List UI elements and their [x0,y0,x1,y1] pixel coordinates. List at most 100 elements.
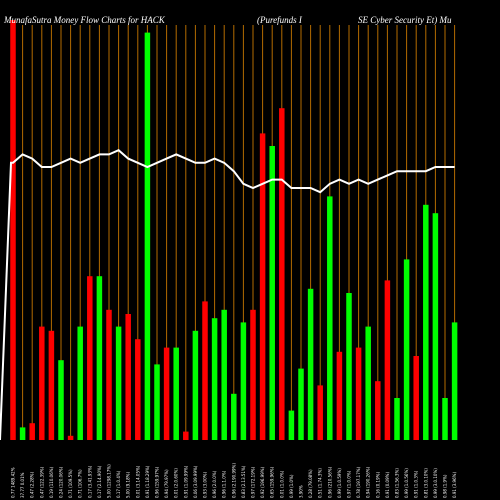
money-flow-bar [394,398,400,440]
x-tick-label: 37.77 0.01% [20,472,25,498]
money-flow-bar [355,347,362,440]
money-flow-bar [115,326,122,440]
money-flow-bar [173,347,179,440]
x-tick-label: 0.92 (196.99%) [260,466,265,498]
x-tick-label: 0.47 (2.28%) [30,472,35,498]
money-flow-bar [298,368,304,440]
x-tick-label: 0.78 (197.17%) [356,466,361,498]
x-tick-label: 0.01 (1.0.0%) [279,470,284,498]
x-tick-label: 0.77 1489.42% [11,467,16,498]
money-flow-bar [279,108,285,440]
x-tick-label: 0.96 (2.0.0%) [212,470,217,498]
money-flow-bar [96,276,103,440]
x-tick-label: 0.16 (0.19%) [375,472,380,498]
money-flow-bar [384,280,391,440]
x-tick-label: 0.91 (1.09.99%) [183,465,188,498]
money-flow-bar [211,318,218,440]
x-tick-label: 0.81 (3.0.10%) [423,468,428,498]
money-flow-bar [135,339,141,440]
x-tick-label: 0.71 (106.7%) [78,469,83,498]
x-tick-label: 0.99 (1.0%) [289,474,294,498]
x-tick-label: 0.28 (79.08%) [308,469,313,498]
money-flow-bar [67,435,74,440]
money-flow-bar [442,398,448,440]
x-tick-label: 0.01 (3.14.05%) [135,465,140,498]
x-tick-label: 0.01 (2.0.60%) [174,468,179,498]
money-flow-bar [29,423,35,440]
money-flow-bar [39,326,45,440]
x-tick-label: 5.00 (9.18%) [126,472,131,498]
x-tick-label: 0.83 (2.13.51%) [241,465,246,498]
money-flow-bar [327,196,333,440]
money-flow-bar [77,326,83,440]
x-tick-label: 0.91 (1.18.29%) [145,465,150,498]
x-tick-label: 0.19 (110.06%) [49,466,54,498]
money-flow-bar [163,347,170,440]
money-flow-line [0,149,455,441]
money-flow-bar [336,351,343,440]
money-flow-bar [202,301,208,440]
money-flow-bar [10,20,16,440]
x-tick-label: 0.99 (3.0.10%) [433,468,438,498]
money-flow-bar [87,276,93,440]
money-flow-bar [240,322,247,440]
x-tick-label: 0.99 (1.0.56%) [404,468,409,498]
money-flow-bar [269,146,275,440]
money-flow-bar [346,293,352,440]
x-tick-label: 5.00 (1298.17%) [107,464,112,498]
x-tick-label: 0.97 (1.0.0%) [347,470,352,498]
x-tick-label: 0.93 (3.00%) [203,472,208,498]
money-flow-bar [192,330,199,440]
money-flow-bar [307,288,314,440]
x-tick-label: 0.96 (2.190.99%) [231,463,236,498]
money-flow-bar [451,322,458,440]
money-flow-bar [19,427,26,440]
x-tick-label: 0.94 (79.97%) [164,469,169,498]
money-flow-bar [144,32,151,440]
x-tick-label: 0.96 (210.56%) [327,466,332,498]
x-tick-label: 0.65 (159.96%) [270,466,275,498]
chart-title-center: (Purefunds I [257,15,303,25]
money-flow-bar [413,356,419,440]
money-flow-bar [250,309,256,440]
x-tick-label: 0.97 (172.19%) [251,466,256,498]
money-flow-bar [365,326,371,440]
money-flow-bar [58,360,64,440]
money-flow-bar [432,213,439,440]
money-flow-bar [403,259,410,440]
x-tick-label: 3.90% [299,485,304,498]
money-flow-bar [288,410,295,440]
money-flow-bar [221,309,227,440]
x-tick-label: 0.47 (122.39%) [39,466,44,498]
x-tick-label: 0.71 (109.5%) [68,469,73,498]
x-tick-label: 0.91 (1.0.3%) [414,470,419,498]
x-tick-label: 0.17 (2.14.90%) [97,465,102,498]
money-flow-bar [125,314,131,440]
x-axis-tick-labels: 0.77 1489.42% 37.77 0.01% 0.47 (2.28%) 0.47… [11,463,458,498]
money-flow-bar [317,385,323,440]
x-tick-label: 0.17 (3.41.93%) [87,465,92,498]
x-tick-label: 0.98 (1.9%) [443,474,448,498]
x-tick-label: 0.06 (3.09.99%) [193,465,198,498]
money-flow-bars [10,20,458,440]
money-flow-bar [183,431,189,440]
x-tick-label: 0.83 (1.56.3%) [395,468,400,498]
x-tick-label: 0.96 (1.1.0%) [222,470,227,498]
x-tick-label: 0.91 (0.09%) [385,472,390,498]
money-flow-bar [423,204,429,440]
chart-title-right: SE Cyber Security Et) Mu [358,15,452,25]
money-flow-bar [231,393,237,440]
money-flow-bar [375,381,381,440]
x-tick-label: 0.99 (1.0.59%) [337,468,342,498]
money-flow-bar [106,309,112,440]
x-tick-label: 0.24 (120.06%) [59,466,64,498]
x-tick-label: 0.17 (1.0.4%) [116,470,121,498]
x-tick-label: 0.96 (159.97%) [155,466,160,498]
x-tick-label: 0.51 (1.74.3%) [318,468,323,498]
chart-title-left: MunafaSutra Money Flow Charts for HACK [3,15,166,25]
x-tick-label: 0.94 (190.26%) [366,466,371,498]
x-tick-label: 0.91 (3.96%) [452,472,457,498]
money-flow-bar [154,364,160,440]
money-flow-bar [259,133,266,440]
